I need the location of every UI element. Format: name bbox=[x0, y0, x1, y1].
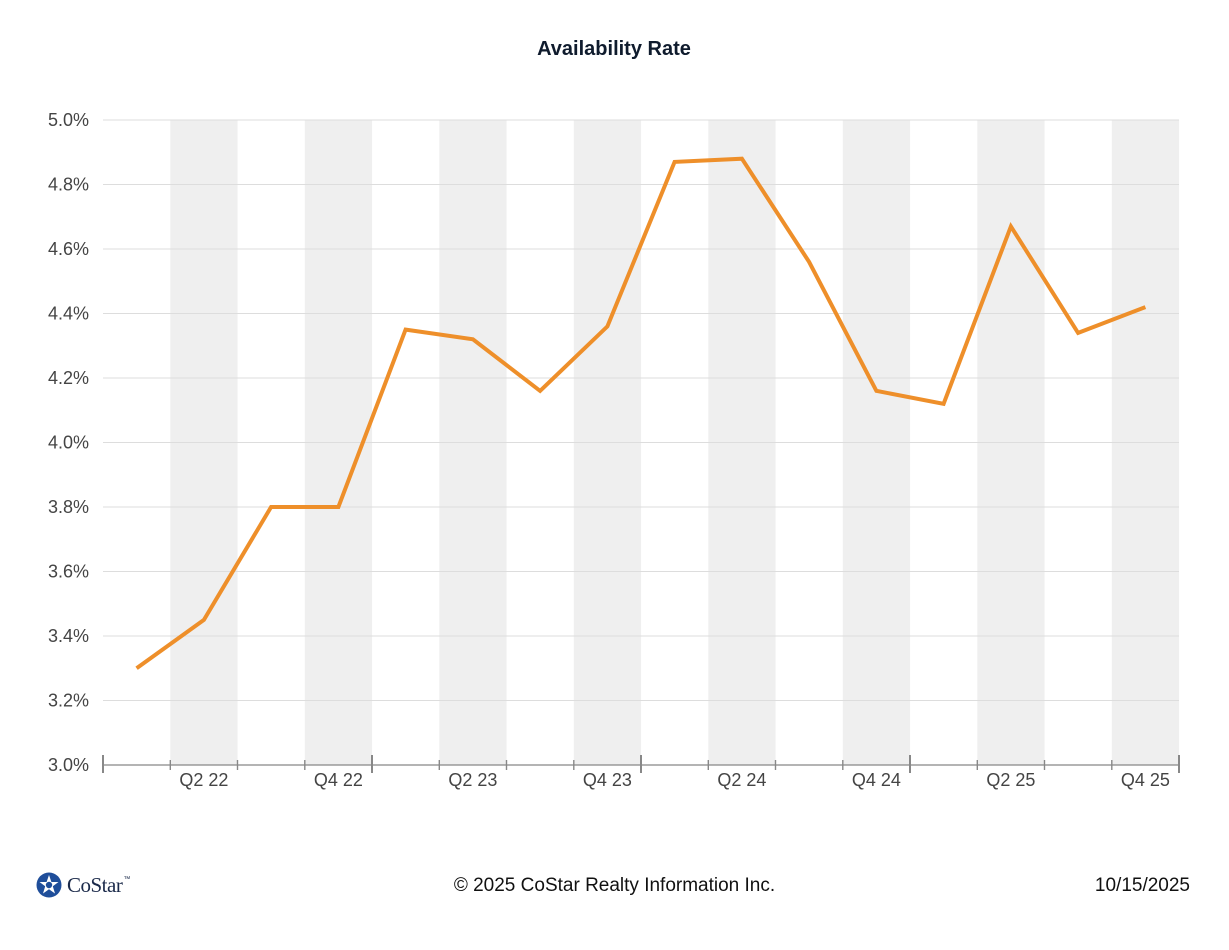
costar-star-icon bbox=[36, 872, 62, 898]
x-tick-label: Q4 24 bbox=[852, 770, 901, 790]
x-tick-label: Q2 25 bbox=[986, 770, 1035, 790]
y-tick-label: 4.2% bbox=[48, 368, 89, 388]
y-tick-label: 3.8% bbox=[48, 497, 89, 517]
x-tick-label: Q4 25 bbox=[1121, 770, 1170, 790]
series-group bbox=[135, 156, 1147, 670]
costar-logo-tm: ™ bbox=[123, 875, 131, 883]
costar-logo: CoStar ™ bbox=[36, 872, 130, 898]
y-tick-label: 3.2% bbox=[48, 691, 89, 711]
chart-title: Availability Rate bbox=[537, 38, 691, 60]
y-tick-label: 4.0% bbox=[48, 433, 89, 453]
y-tick-label: 4.8% bbox=[48, 175, 89, 195]
copyright-text: © 2025 CoStar Realty Information Inc. bbox=[453, 875, 776, 896]
y-tick-label: 3.0% bbox=[48, 755, 89, 775]
x-axis-labels: Q2 22 Q4 22 Q2 23 Q4 23 Q2 24 Q4 24 Q2 25 Q4 25 bbox=[179, 770, 1170, 790]
x-axis bbox=[102, 755, 1180, 773]
x-tick-label: Q4 22 bbox=[314, 770, 363, 790]
costar-logo-text: CoStar bbox=[67, 872, 123, 897]
y-tick-label: 4.4% bbox=[48, 304, 89, 324]
y-tick-label: 4.6% bbox=[48, 239, 89, 259]
y-tick-label: 5.0% bbox=[48, 110, 89, 130]
x-tick-label: Q2 23 bbox=[448, 770, 497, 790]
availability-rate-line bbox=[135, 156, 1147, 670]
y-tick-label: 3.6% bbox=[48, 562, 89, 582]
x-tick-label: Q2 24 bbox=[717, 770, 766, 790]
y-tick-label: 3.4% bbox=[48, 626, 89, 646]
x-tick-label: Q2 22 bbox=[179, 770, 228, 790]
report-date: 10/15/2025 bbox=[1094, 875, 1190, 896]
x-tick-label: Q4 23 bbox=[583, 770, 632, 790]
availability-rate-chart: 3.0% 3.2% 3.4% 3.6% 3.8% 4.0% 4.2% 4.4% 4.6% 4.8%… bbox=[48, 38, 1180, 790]
y-axis-labels: 3.0% 3.2% 3.4% 3.6% 3.8% 4.0% 4.2% 4.4% 4.6% 4.8%… bbox=[48, 110, 89, 775]
footer: CoStar ™ © 2025 CoStar Realty Informatio… bbox=[0, 866, 1229, 906]
